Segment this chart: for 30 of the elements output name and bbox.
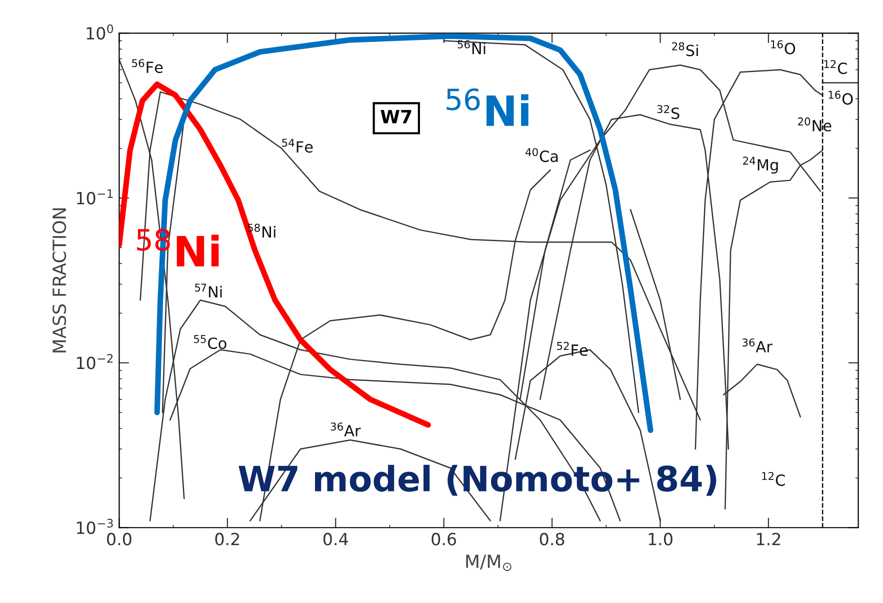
annotation: $^{12}$C bbox=[824, 60, 847, 74]
annotation: $^{24}$Mg bbox=[743, 156, 778, 174]
y-tick-label: 10$^{−1}$ bbox=[77, 189, 113, 204]
x-tick-label: 0.8 bbox=[540, 532, 564, 546]
annotation: $^{36}$Ar bbox=[742, 338, 772, 352]
annotation: $^{56}$Ni bbox=[458, 40, 486, 54]
x-tick-label: 0.6 bbox=[432, 532, 456, 546]
annotation: $^{54}$Fe bbox=[282, 138, 313, 153]
annotation: $^{20}$Ne bbox=[798, 117, 832, 132]
x-tick-label: 1.2 bbox=[757, 532, 780, 546]
y-tick-label: 10$^{0}$ bbox=[86, 24, 114, 40]
annotation: $^{57}$Ni bbox=[195, 284, 222, 298]
x-tick-label: 0.0 bbox=[107, 532, 132, 546]
x-tick-label: 0.2 bbox=[215, 532, 239, 546]
annotation: $^{28}$Si bbox=[672, 42, 698, 56]
annotation: $^{56}$Ni bbox=[446, 88, 528, 126]
annotation: $^{16}$O bbox=[771, 40, 796, 54]
annotation: W7 bbox=[380, 110, 412, 124]
annotation: $^{32}$S bbox=[657, 105, 680, 120]
annotation: $^{40}$Ca bbox=[526, 148, 558, 162]
y-tick-label: 10$^{−2}$ bbox=[77, 354, 113, 370]
annotation: $^{55}$Co bbox=[194, 335, 226, 350]
x-tick-label: 1.0 bbox=[648, 532, 672, 546]
y-axis-title: MASS FRACTION bbox=[52, 208, 66, 352]
annotation: $^{12}$C bbox=[762, 472, 785, 486]
annotation: $^{16}$O bbox=[828, 90, 853, 105]
x-tick-label: 0.4 bbox=[323, 532, 348, 546]
annotation: $^{56}$Fe bbox=[132, 59, 163, 74]
annotation: $^{36}$Ar bbox=[330, 422, 361, 436]
x-axis-title: M/M$_{⊙}$ bbox=[466, 554, 512, 572]
